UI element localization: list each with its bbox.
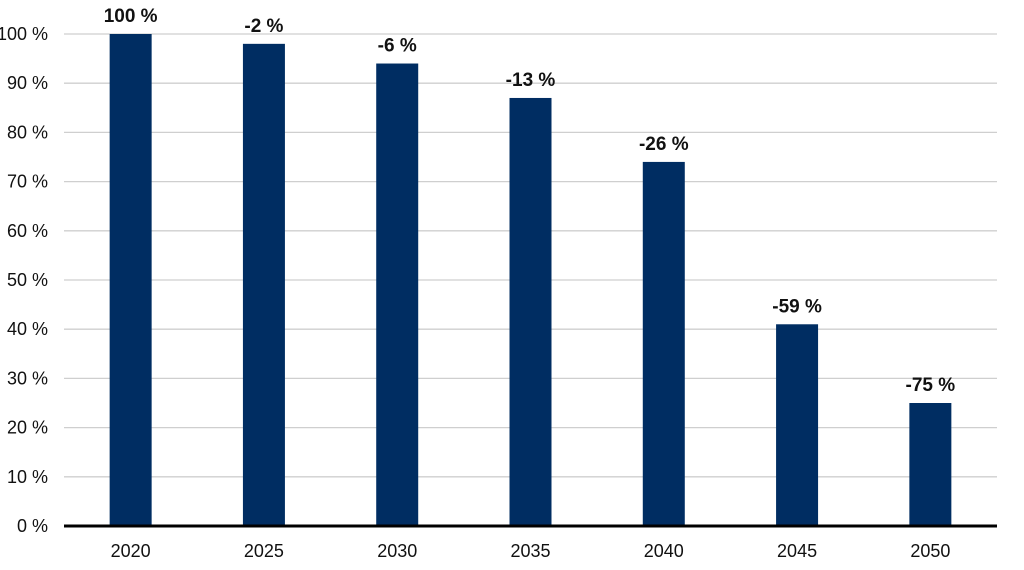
y-tick-label: 100 % xyxy=(0,24,48,44)
data-labels: 100 % -2 % -6 % -13 % -26 % -59 % -75 % xyxy=(104,6,956,396)
x-tick-label: 2045 xyxy=(777,541,817,561)
data-label: 100 % xyxy=(104,6,158,27)
bar-2020 xyxy=(109,34,152,526)
bar-2050 xyxy=(909,403,952,526)
data-label: -59 % xyxy=(772,296,822,317)
y-tick-label: 30 % xyxy=(7,368,48,388)
bar-2030 xyxy=(376,63,419,527)
x-tick-label: 2025 xyxy=(244,541,284,561)
bars xyxy=(109,34,952,527)
data-label: -2 % xyxy=(244,16,283,37)
x-tick-label: 2040 xyxy=(644,541,684,561)
data-label: -13 % xyxy=(506,70,556,91)
y-tick-label: 0 % xyxy=(17,516,48,536)
y-tick-label: 60 % xyxy=(7,221,48,241)
x-axis-tick-labels: 2020 2025 2030 2035 2040 2045 2050 xyxy=(111,541,951,561)
x-tick-label: 2020 xyxy=(111,541,151,561)
data-label: -26 % xyxy=(639,134,689,155)
y-tick-label: 10 % xyxy=(7,467,48,487)
x-tick-label: 2035 xyxy=(510,541,550,561)
y-tick-label: 50 % xyxy=(7,270,48,290)
bar-2025 xyxy=(242,43,285,527)
bar-2035 xyxy=(509,97,552,527)
y-axis-tick-labels: 0 % 10 % 20 % 30 % 40 % 50 % 60 % 70 % 80 % 90 % 1… xyxy=(0,24,48,536)
x-tick-label: 2050 xyxy=(910,541,950,561)
data-label: -6 % xyxy=(378,36,417,57)
x-tick-label: 2030 xyxy=(377,541,417,561)
y-tick-label: 80 % xyxy=(7,122,48,142)
y-tick-label: 70 % xyxy=(7,172,48,192)
y-tick-label: 40 % xyxy=(7,319,48,339)
bar-2045 xyxy=(776,324,819,526)
bar-2040 xyxy=(642,161,685,527)
y-tick-label: 20 % xyxy=(7,418,48,438)
y-tick-label: 90 % xyxy=(7,73,48,93)
data-label: -75 % xyxy=(906,375,956,396)
